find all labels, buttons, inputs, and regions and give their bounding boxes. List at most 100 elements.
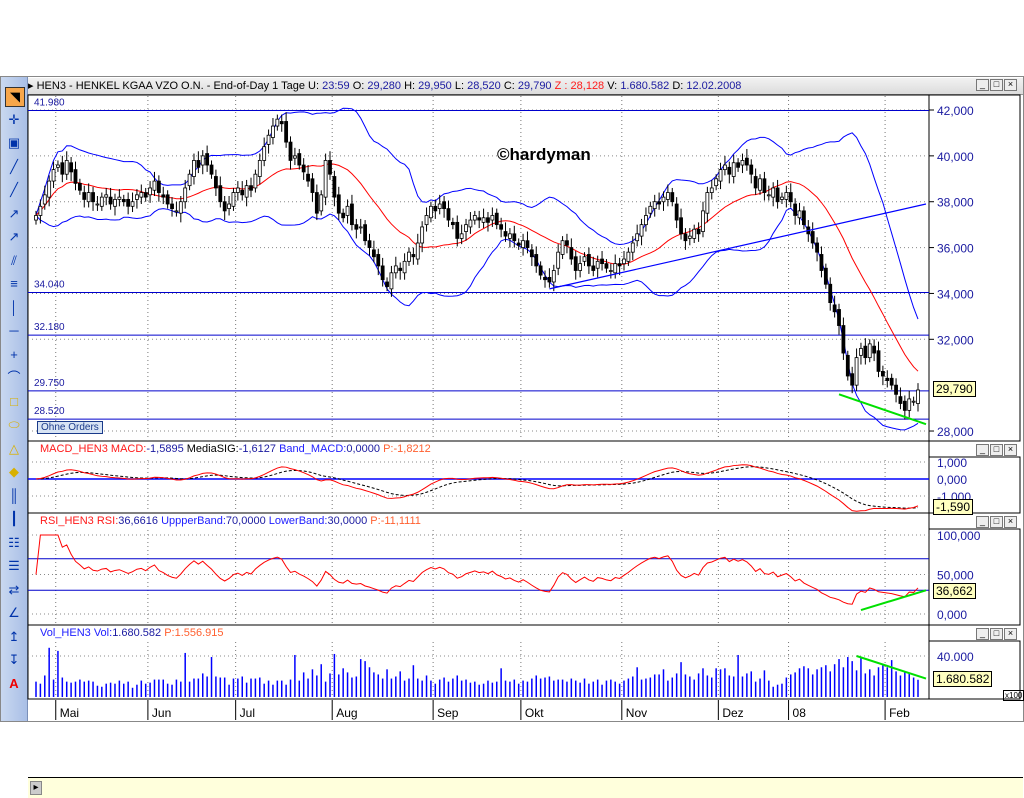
open-value: 29,280 [367,80,402,92]
candle-body [665,192,670,200]
speed-lines-icon[interactable]: ☷ [8,534,20,550]
candle-body [503,231,508,237]
price-window-buttons: _ □ × [975,79,1017,91]
crosshair-icon[interactable]: ✛ [8,111,20,127]
candle-body [459,233,464,239]
gann-icon[interactable]: ┃ [10,511,18,526]
curve-icon[interactable]: ⌒ [7,370,21,385]
candle-body [595,260,600,269]
candle-body [341,212,346,219]
price-close-button[interactable]: × [1004,79,1017,91]
line-icon[interactable]: ╱ [10,158,18,174]
vol-p-value: 1.556.915 [174,627,224,639]
candle-body [718,169,723,182]
diamond-icon[interactable]: ◆ [9,464,19,479]
candle-body [696,228,701,235]
arrows-icon[interactable]: ⇄ [8,581,20,597]
rsi-minimize-button[interactable]: _ [976,516,989,528]
price-minimize-button[interactable]: _ [976,79,989,91]
candle-body [876,350,881,372]
arrow-down-icon[interactable]: ↧ [8,652,20,667]
candle-body [393,265,398,274]
candle-body [850,373,855,386]
expand-arrow-icon[interactable]: ▸ [28,80,34,92]
volume-close-button[interactable]: × [1004,628,1017,640]
band-label: Band_MACD: [279,443,347,455]
candle-body [214,176,218,189]
candle-body [490,215,495,221]
ray-icon[interactable]: ↗ [8,205,20,221]
vol-label: Vol: [93,627,113,639]
volume-maximize-button[interactable]: □ [990,628,1003,640]
cycle-lines-icon[interactable]: ☰ [8,558,20,573]
arrow-line-icon[interactable]: ↗ [8,229,20,244]
ohne-orders-button[interactable]: Ohne Orders [37,421,103,434]
candle-body [556,251,561,269]
text-icon[interactable]: A [9,675,19,691]
price-last-tag: 29,790 [933,381,976,397]
candle-body [472,215,477,221]
candle-body [617,263,622,267]
cursor-icon[interactable]: ◥ [5,87,25,107]
cross-icon[interactable]: + [10,346,18,362]
candle-body [288,141,293,161]
macd-minimize-button[interactable]: _ [976,444,989,456]
macd-maximize-button[interactable]: □ [990,444,1003,456]
candle-body [130,201,135,207]
candle-body [591,265,596,271]
price-pane-header: ▸ HEN3 - HENKEL KGAA VZO O.N. - End-of-D… [28,78,1023,95]
close-value: 29,790 [517,80,552,92]
candle-body [38,205,43,216]
candle-body [810,231,815,244]
horizontal-line-icon[interactable]: ─ [9,323,19,338]
candle-body [762,178,767,193]
volume-label: V: [607,80,618,92]
candle-body [828,283,833,304]
candle-body [178,201,183,214]
rectangle-icon[interactable]: ▣ [7,135,21,150]
candle-body [332,176,337,198]
macd-window-buttons: _ □ × [975,444,1017,456]
scroll-left-icon[interactable]: ▸ [30,781,42,795]
candle-body [845,354,850,377]
volume-minimize-button[interactable]: _ [976,628,989,640]
candle-body [837,309,841,326]
arrow-up-icon[interactable]: ↥ [8,628,20,644]
macd-close-button[interactable]: × [1004,444,1017,456]
triangle-icon[interactable]: △ [9,440,19,456]
candle-body [174,210,179,213]
candle-body [262,146,267,161]
candle-body [117,196,122,200]
square-icon[interactable]: □ [10,393,18,409]
line-icon[interactable]: ╱ [10,182,18,197]
candle-body [854,357,859,386]
candle-body [780,196,784,200]
ellipse-icon[interactable]: ⬭ [8,417,20,432]
candle-body [499,224,504,230]
macd-signal-line [35,466,919,509]
candle-body [51,169,56,182]
candle-body [635,233,640,242]
vertical-line-icon[interactable]: │ [9,299,19,315]
candle-body [69,162,74,173]
parallel-lines-icon[interactable]: ≡ [10,276,18,291]
candle-body [586,254,591,267]
candle-body [657,201,662,205]
rsi-maximize-button[interactable]: □ [990,516,1003,528]
low-value: 28,520 [467,80,501,92]
high-value: 29,950 [418,80,452,92]
candle-body [292,155,297,159]
price-axis-label: 38,000 [937,196,974,210]
high-label: H: [404,80,416,92]
channel-icon[interactable]: ⫽ [11,252,17,268]
candle-body [832,304,837,313]
rsi-close-button[interactable]: × [1004,516,1017,528]
angle-icon[interactable]: ∠ [8,605,20,620]
candle-body [692,228,697,239]
price-maximize-button[interactable]: □ [990,79,1003,91]
candle-body [578,263,583,271]
price-axis-label: 32,000 [937,333,974,347]
candle-body [376,254,381,267]
candle-body [336,194,341,214]
fibonacci-icon[interactable]: ║ [9,487,19,503]
